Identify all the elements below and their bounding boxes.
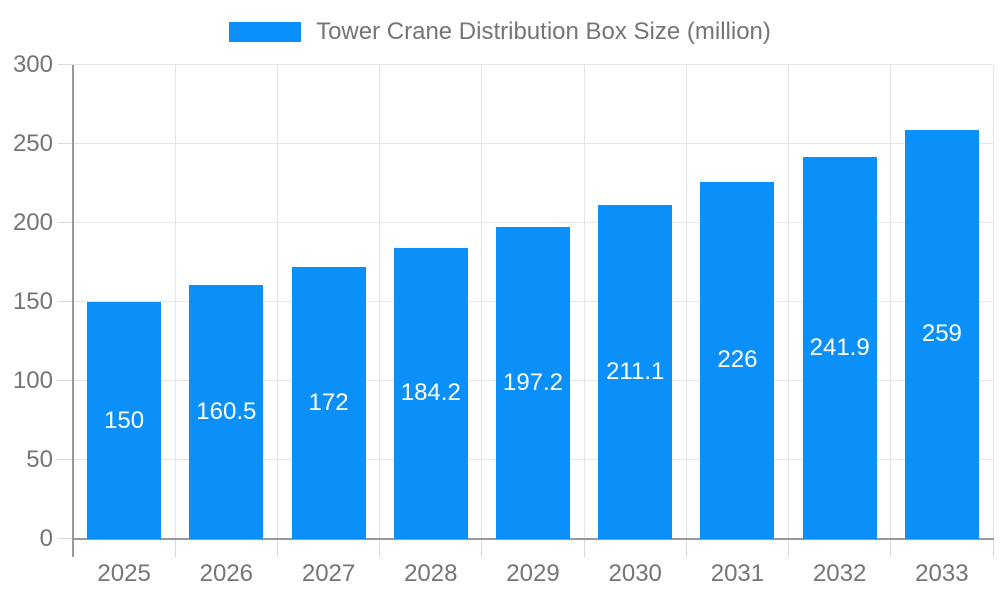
x-axis-label: 2032	[812, 560, 867, 587]
gridline-vertical	[890, 65, 892, 539]
x-axis-label: 2027	[301, 560, 356, 587]
y-axis-label: 100	[12, 367, 53, 394]
x-axis-label: 2026	[199, 560, 254, 587]
legend-swatch	[229, 22, 302, 42]
bar: 259	[904, 129, 979, 539]
x-axis-line	[72, 538, 994, 540]
gridline-horizontal	[73, 222, 993, 223]
gridline-vertical	[583, 65, 585, 539]
y-axis-label: 0	[39, 525, 53, 552]
y-axis-tick	[58, 538, 73, 539]
x-axis-tick	[685, 539, 687, 557]
x-axis-tick	[379, 539, 381, 557]
x-axis-tick	[788, 539, 790, 557]
bar: 184.2	[393, 247, 468, 539]
y-axis-tick	[58, 64, 73, 65]
x-axis-label: 2030	[608, 560, 662, 587]
x-axis-tick	[481, 539, 483, 557]
gridline-horizontal	[73, 143, 993, 144]
x-axis-label: 2025	[97, 560, 151, 587]
gridline-horizontal	[73, 64, 993, 65]
bar-value-label: 259	[921, 320, 962, 348]
x-axis-label: 2031	[710, 560, 765, 587]
bar-value-label: 211.1	[606, 358, 665, 386]
gridline-vertical	[481, 65, 483, 539]
bar: 241.9	[802, 156, 877, 539]
bar-value-label: 226	[717, 346, 758, 374]
y-axis-tick	[58, 143, 73, 144]
bar: 197.2	[496, 227, 570, 539]
x-axis-label: 2029	[506, 560, 560, 587]
y-axis-label: 50	[26, 446, 53, 473]
y-axis-label: 250	[12, 130, 53, 157]
bar: 226	[700, 181, 775, 539]
bar: 172	[291, 267, 366, 539]
bar: 150	[87, 302, 162, 539]
bar-value-label: 197.2	[502, 369, 564, 397]
x-axis-tick	[890, 539, 892, 557]
y-axis-tick	[58, 459, 73, 460]
y-axis-tick	[58, 301, 73, 302]
y-axis-tick	[58, 222, 73, 223]
x-axis-label: 2028	[404, 560, 458, 587]
x-axis-label: 2033	[915, 560, 969, 587]
x-axis-tick	[992, 539, 994, 557]
bar-value-label: 160.5	[196, 398, 257, 426]
x-axis-tick	[174, 539, 176, 557]
x-axis-tick	[276, 539, 278, 557]
bar-value-label: 172	[308, 389, 349, 417]
legend-label: Tower Crane Distribution Box Size (milli…	[316, 18, 771, 45]
gridline-vertical	[685, 65, 687, 539]
x-axis-tick	[583, 539, 585, 557]
y-axis-label: 150	[12, 288, 53, 315]
bar-value-label: 184.2	[400, 379, 461, 407]
bar-value-label: 150	[104, 406, 145, 434]
gridline-vertical	[788, 65, 790, 539]
gridline-vertical	[174, 65, 176, 539]
y-axis-tick	[58, 380, 73, 381]
bar: 211.1	[598, 205, 673, 539]
legend: Tower Crane Distribution Box Size (milli…	[0, 18, 1000, 46]
bar-value-label: 241.9	[809, 333, 870, 361]
gridline-vertical	[379, 65, 381, 539]
bar: 160.5	[189, 285, 264, 539]
gridline-vertical	[276, 65, 278, 539]
gridline-vertical	[992, 65, 994, 539]
y-axis-line	[72, 65, 74, 557]
y-axis-label: 300	[12, 51, 53, 78]
y-axis-label: 200	[12, 209, 53, 236]
